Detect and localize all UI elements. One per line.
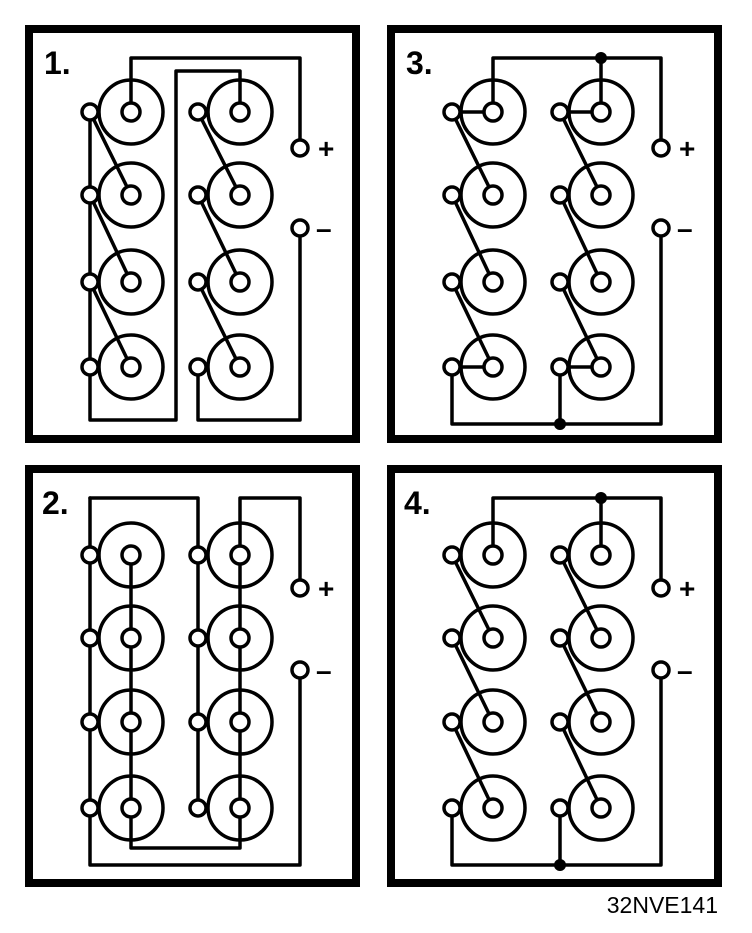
- coil-center: [590, 271, 612, 293]
- figure-code: 32NVE141: [606, 892, 718, 918]
- lead-terminal: [80, 185, 100, 205]
- panel-2: 2. + –: [25, 465, 360, 887]
- coil-center: [229, 544, 251, 566]
- coil-center: [590, 184, 612, 206]
- coil-center: [120, 101, 142, 123]
- lead-terminal: [80, 712, 100, 732]
- coil-center: [229, 271, 251, 293]
- lead-terminal: [188, 712, 208, 732]
- terminals: [290, 578, 310, 680]
- terminals: [651, 578, 671, 680]
- panel-label: 3.: [406, 45, 433, 81]
- coil-units: [97, 521, 274, 842]
- panel-label: 2.: [42, 485, 69, 521]
- coil-center: [482, 184, 504, 206]
- panel-3: 3. + –: [387, 25, 722, 443]
- lead-terminal: [80, 272, 100, 292]
- lead-terminal: [188, 102, 208, 122]
- coil-center: [590, 711, 612, 733]
- panel-1: 1. + –: [25, 25, 360, 443]
- lead-terminal: [550, 102, 570, 122]
- coil-center: [229, 356, 251, 378]
- coil-center: [120, 627, 142, 649]
- lead-terminal: [442, 628, 462, 648]
- lead-terminal: [550, 357, 570, 377]
- coil-center: [229, 711, 251, 733]
- coil-center: [590, 101, 612, 123]
- junction-dots: [554, 52, 607, 430]
- lead-terminal: [188, 798, 208, 818]
- lead-terminal: [550, 272, 570, 292]
- panel-frame: [25, 25, 360, 443]
- lead-terminal: [442, 272, 462, 292]
- minus-sign: –: [677, 213, 693, 244]
- coil-center: [229, 627, 251, 649]
- lead-terminal: [188, 272, 208, 292]
- coil-center: [229, 101, 251, 123]
- lead-terminal: [188, 628, 208, 648]
- lead-terminal: [80, 798, 100, 818]
- coil-center: [229, 184, 251, 206]
- coil-center: [482, 711, 504, 733]
- plus-sign: +: [318, 573, 334, 604]
- coil-center: [120, 544, 142, 566]
- coil-centers: [80, 101, 251, 378]
- coil-center: [120, 356, 142, 378]
- panel-frame: [387, 25, 722, 443]
- wires-series-parallel-b: [450, 496, 663, 867]
- panel-4: 4. + –: [387, 465, 722, 887]
- coil-center: [482, 627, 504, 649]
- panel-label: 4.: [404, 485, 431, 521]
- terminals: [651, 138, 671, 238]
- minus-sign: –: [316, 655, 332, 686]
- panel-frame: [25, 465, 360, 887]
- lead-terminal: [550, 545, 570, 565]
- lead-terminal: [550, 185, 570, 205]
- minus-sign: –: [316, 213, 332, 244]
- lead-terminal: [442, 185, 462, 205]
- coil-center: [120, 184, 142, 206]
- lead-terminal: [80, 102, 100, 122]
- lead-terminal: [80, 357, 100, 377]
- junction-dots: [554, 492, 607, 871]
- coil-center: [590, 797, 612, 819]
- coil-center: [120, 271, 142, 293]
- lead-terminal: [550, 628, 570, 648]
- lead-terminal: [188, 185, 208, 205]
- terminals: [290, 138, 310, 238]
- lead-terminal: [550, 712, 570, 732]
- coil-center: [482, 271, 504, 293]
- coil-center: [590, 627, 612, 649]
- lead-terminal: [442, 712, 462, 732]
- coil-centers: [80, 544, 251, 819]
- wires-parallel: [88, 496, 302, 867]
- lead-terminal: [80, 545, 100, 565]
- coil-center: [120, 797, 142, 819]
- coil-center: [229, 797, 251, 819]
- plus-sign: +: [679, 133, 695, 164]
- lead-terminal: [442, 545, 462, 565]
- coil-center: [482, 356, 504, 378]
- lead-terminal: [188, 545, 208, 565]
- coil-center: [482, 544, 504, 566]
- panel-frame: [387, 465, 722, 887]
- coil-center: [482, 797, 504, 819]
- lead-terminal: [188, 357, 208, 377]
- lead-terminal: [550, 798, 570, 818]
- minus-sign: –: [677, 655, 693, 686]
- coil-center: [590, 544, 612, 566]
- coil-centers: [442, 544, 612, 819]
- plus-sign: +: [679, 573, 695, 604]
- coil-center: [590, 356, 612, 378]
- coil-center: [482, 101, 504, 123]
- coil-center: [120, 711, 142, 733]
- panel-label: 1.: [44, 45, 71, 81]
- coil-centers: [442, 101, 612, 378]
- lead-terminal: [80, 628, 100, 648]
- plus-sign: +: [318, 133, 334, 164]
- lead-terminal: [442, 798, 462, 818]
- lead-terminal: [442, 102, 462, 122]
- lead-terminal: [442, 357, 462, 377]
